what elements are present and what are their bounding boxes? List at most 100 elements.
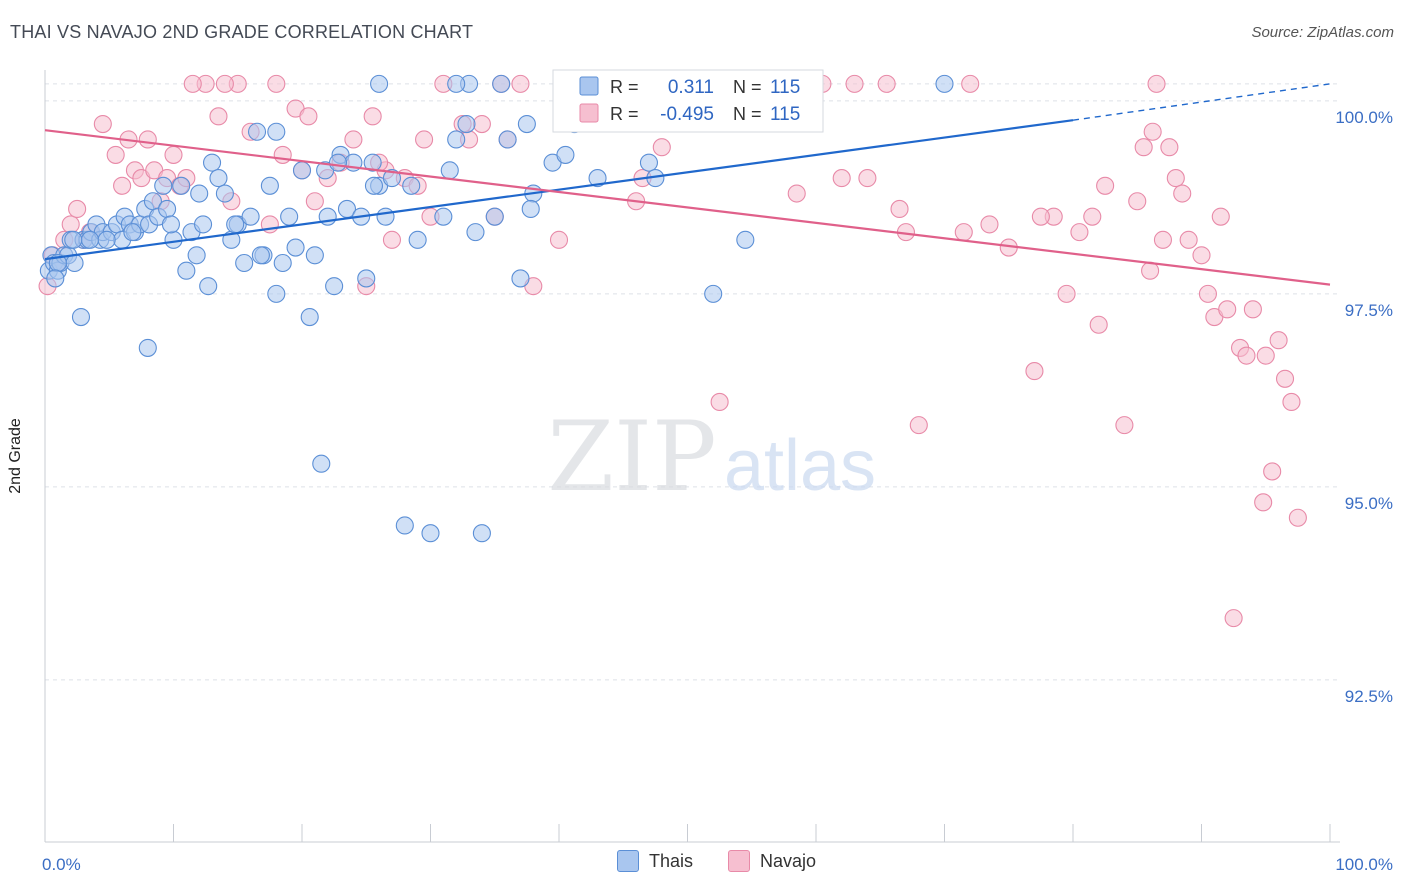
thai-point xyxy=(370,74,389,93)
thai-point xyxy=(46,269,65,288)
navajo-point xyxy=(954,223,973,242)
legend-thai-r-label: R = xyxy=(610,77,639,97)
thai-point xyxy=(215,184,234,203)
legend-thai-n-value: 115 xyxy=(770,77,800,98)
thai-point xyxy=(260,176,279,195)
thai-point xyxy=(447,130,466,149)
thai-point xyxy=(164,230,183,249)
thai-point xyxy=(172,176,191,195)
legend-thai-r-value: 0.311 xyxy=(668,77,714,98)
legend-box: R = 0.311 N = 115 R = -0.495 N = 115 xyxy=(552,69,824,133)
thai-point xyxy=(466,223,485,242)
thai-point xyxy=(447,74,466,93)
navajo-point xyxy=(344,130,363,149)
legend-navajo-n-value: 115 xyxy=(770,104,800,125)
navajo-point xyxy=(215,74,234,93)
thai-trend-extension xyxy=(1072,83,1331,121)
thai-point xyxy=(203,153,222,172)
navajo-point xyxy=(1237,346,1256,365)
thai-point xyxy=(364,176,384,195)
navajo-point xyxy=(1143,122,1162,141)
thai-point xyxy=(363,153,382,172)
navajo-series xyxy=(38,74,1307,628)
navajo-point xyxy=(1128,192,1147,211)
navajo-point xyxy=(1211,207,1230,226)
navajo-point xyxy=(164,145,183,164)
thai-point xyxy=(80,230,100,249)
navajo-point xyxy=(68,199,87,219)
navajo-point xyxy=(890,199,909,219)
y-tick-label: 97.5% xyxy=(1345,301,1393,320)
thai-point xyxy=(138,338,157,357)
navajo-point xyxy=(511,74,530,93)
bottom-legend: Thais Navajo xyxy=(0,850,1406,880)
legend-swatch-thai xyxy=(579,76,599,96)
navajo-point xyxy=(61,215,80,234)
navajo-point xyxy=(652,138,671,157)
navajo-point xyxy=(1166,169,1185,188)
navajo-point xyxy=(961,74,980,93)
thai-point xyxy=(639,153,659,172)
navajo-point xyxy=(1070,223,1089,242)
navajo-point xyxy=(472,114,491,134)
watermark-atlas: atlas xyxy=(724,426,876,506)
navajo-point xyxy=(710,392,729,412)
axes: 92.5% 95.0% 97.5% 100.0% 0.0% 100.0% xyxy=(42,70,1393,874)
thai-point xyxy=(235,253,254,273)
navajo-point xyxy=(305,192,324,211)
watermark: ZIP atlas xyxy=(547,401,876,513)
bottom-legend-navajo[interactable]: Navajo xyxy=(728,850,816,872)
navajo-point xyxy=(1031,207,1050,226)
bottom-legend-navajo-label: Navajo xyxy=(760,850,817,871)
thai-point xyxy=(300,307,319,327)
thai-point xyxy=(209,169,228,188)
legend-navajo-n-label: N = xyxy=(733,104,762,124)
thai-point xyxy=(382,169,402,188)
navajo-point xyxy=(980,215,999,234)
bottom-legend-thai-label: Thais xyxy=(649,850,694,871)
thai-point xyxy=(434,207,453,226)
navajo-point xyxy=(1134,138,1153,157)
thai-point xyxy=(267,284,286,303)
navajo-point xyxy=(549,230,569,249)
navajo-point xyxy=(877,74,896,93)
thai-point xyxy=(736,230,755,249)
navajo-point xyxy=(138,130,157,149)
thai-point xyxy=(177,261,196,280)
thai-point xyxy=(226,215,245,234)
bottom-legend-thai[interactable]: Thais xyxy=(617,850,693,872)
navajo-point xyxy=(1263,462,1282,481)
navajo-point xyxy=(1173,184,1192,203)
navajo-point xyxy=(1115,416,1134,435)
navajo-point xyxy=(415,130,434,149)
navajo-point xyxy=(1256,346,1275,365)
thai-point xyxy=(704,284,723,303)
thai-point xyxy=(97,230,116,249)
navajo-point xyxy=(858,169,877,188)
thai-point xyxy=(71,307,91,327)
y-tick-label: 95.0% xyxy=(1345,494,1393,513)
navajo-point xyxy=(1198,284,1217,303)
navajo-point xyxy=(93,114,112,134)
thai-point xyxy=(286,238,305,257)
navajo-point xyxy=(1269,331,1288,350)
thai-point xyxy=(292,161,312,180)
thai-point xyxy=(402,176,421,195)
navajo-point xyxy=(1153,230,1172,249)
legend-swatch-navajo xyxy=(579,103,599,123)
thai-point xyxy=(935,74,954,93)
navajo-point xyxy=(183,74,202,93)
navajo-point xyxy=(1160,138,1179,157)
navajo-point xyxy=(382,230,402,249)
thai-point xyxy=(273,253,292,273)
thai-point xyxy=(251,246,270,265)
bottom-legend-navajo-swatch xyxy=(728,850,750,872)
navajo-point xyxy=(1224,609,1243,628)
legend-navajo-r-label: R = xyxy=(610,104,639,124)
thai-point xyxy=(357,269,376,288)
thai-point xyxy=(517,114,536,134)
y-tick-label: 92.5% xyxy=(1345,687,1393,706)
thai-point xyxy=(408,230,427,249)
thai-point xyxy=(328,153,348,172)
